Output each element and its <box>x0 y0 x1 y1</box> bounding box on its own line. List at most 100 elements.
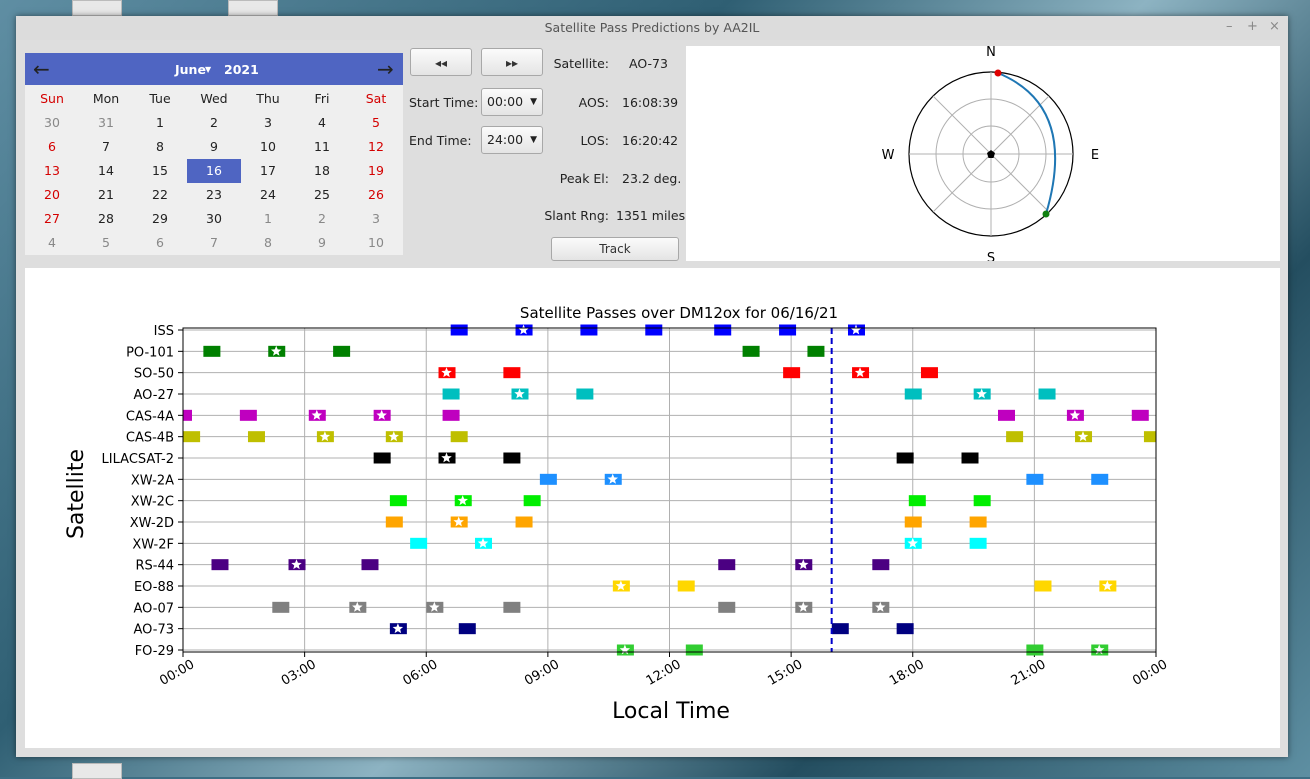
star-icon <box>376 409 387 420</box>
pass-bar <box>450 324 468 336</box>
calendar-day[interactable]: 9 <box>210 139 218 154</box>
calendar-day[interactable]: 26 <box>368 187 384 202</box>
y-tick-label: EO-88 <box>134 580 174 595</box>
calendar-day[interactable]: 6 <box>48 139 56 154</box>
start-time-select[interactable]: 00:00 ▼ <box>481 88 543 116</box>
next-month-icon[interactable]: → <box>377 57 394 81</box>
calendar-day[interactable]: 20 <box>44 187 60 202</box>
calendar-day[interactable]: 11 <box>314 139 330 154</box>
calendar-day[interactable]: 23 <box>206 187 222 202</box>
desktop-icon[interactable] <box>228 0 278 16</box>
calendar-day[interactable]: 15 <box>152 163 168 178</box>
los-label: LOS: <box>580 133 609 148</box>
calendar-day[interactable]: 16 <box>187 159 241 183</box>
forward-button[interactable]: ▸▸ <box>481 48 543 76</box>
star-icon <box>291 559 302 570</box>
los-value: 16:20:42 <box>622 133 679 148</box>
star-icon <box>798 559 809 570</box>
calendar-day[interactable]: 8 <box>264 235 272 250</box>
pass-bar <box>718 601 736 613</box>
calendar-day[interactable]: 4 <box>48 235 56 250</box>
star-icon <box>875 601 886 612</box>
desktop-icon[interactable] <box>72 0 122 16</box>
calendar-day[interactable]: 14 <box>98 163 114 178</box>
pass-bar <box>904 516 922 528</box>
pass-bar <box>211 559 229 571</box>
y-tick-label: AO-73 <box>134 623 175 638</box>
calendar-day[interactable]: 24 <box>260 187 276 202</box>
pass-bar <box>450 431 468 443</box>
weekday-header: Sun <box>40 91 64 106</box>
pass-bar <box>872 559 890 571</box>
minimize-icon[interactable]: – <box>1226 19 1233 34</box>
calendar-day[interactable]: 18 <box>314 163 330 178</box>
calendar-day[interactable]: 25 <box>314 187 330 202</box>
pass-bar <box>685 644 703 656</box>
weekday-header: Mon <box>92 91 120 106</box>
calendar-day[interactable]: 9 <box>318 235 326 250</box>
prev-month-icon[interactable]: ← <box>33 57 50 81</box>
star-icon <box>854 367 866 378</box>
calendar-day[interactable]: 22 <box>152 187 168 202</box>
weekday-header: Wed <box>200 91 228 106</box>
calendar-day[interactable]: 12 <box>368 139 384 154</box>
pass-bar <box>442 388 460 400</box>
calendar-day[interactable]: 1 <box>264 211 272 226</box>
calendar-day[interactable]: 17 <box>260 163 276 178</box>
calendar-day[interactable]: 10 <box>260 139 276 154</box>
slant-range-label: Slant Rng: <box>544 208 609 223</box>
weekday-header: Thu <box>256 91 280 106</box>
star-icon <box>453 516 464 527</box>
calendar-day[interactable]: 21 <box>98 187 114 202</box>
chevron-down-icon[interactable]: ▼ <box>205 65 212 74</box>
star-icon <box>850 324 862 335</box>
calendar-day[interactable]: 2 <box>210 115 218 130</box>
calendar-day[interactable]: 2 <box>318 211 326 226</box>
calendar-day[interactable]: 19 <box>368 163 384 178</box>
calendar-day[interactable]: 5 <box>102 235 110 250</box>
pass-bar <box>183 431 201 443</box>
track-button[interactable]: Track <box>551 237 679 261</box>
calendar-day[interactable]: 3 <box>264 115 272 130</box>
calendar-day[interactable]: 13 <box>44 163 60 178</box>
calendar: ← June ▼ 2021 → Sun Mon Tue Wed Thu Fri Sat 30 3… <box>25 53 403 255</box>
close-icon[interactable]: × <box>1269 19 1280 34</box>
start-time-value: 00:00 <box>487 94 524 109</box>
x-tick-label: 03:00 <box>279 657 319 689</box>
x-tick-label: 21:00 <box>1009 657 1049 689</box>
calendar-day[interactable]: 4 <box>318 115 326 130</box>
y-tick-label: PO-101 <box>126 345 174 360</box>
title-bar[interactable]: Satellite Pass Predictions by AA2IL – + … <box>16 16 1288 40</box>
star-icon <box>615 580 627 591</box>
calendar-day[interactable]: 27 <box>44 211 60 226</box>
calendar-day[interactable]: 1 <box>156 115 164 130</box>
star-icon <box>607 473 618 484</box>
calendar-day[interactable]: 7 <box>210 235 218 250</box>
calendar-day[interactable]: 30 <box>44 115 60 130</box>
pass-bar <box>718 559 736 571</box>
star-icon <box>619 644 631 655</box>
calendar-day[interactable]: 3 <box>372 211 380 226</box>
maximize-icon[interactable]: + <box>1247 19 1258 34</box>
calendar-day[interactable]: 29 <box>152 211 168 226</box>
calendar-day[interactable]: 28 <box>98 211 114 226</box>
rewind-button[interactable]: ◂◂ <box>410 48 472 76</box>
x-tick-label: 15:00 <box>765 657 805 689</box>
year-selector[interactable]: 2021 <box>224 62 259 77</box>
calendar-day[interactable]: 7 <box>102 139 110 154</box>
end-time-select[interactable]: 24:00 ▼ <box>481 126 543 154</box>
calendar-day[interactable]: 8 <box>156 139 164 154</box>
calendar-day[interactable]: 10 <box>368 235 384 250</box>
pass-bar <box>973 495 991 507</box>
polar-plot-panel: N E S W <box>686 45 1280 266</box>
y-axis-label: Satellite <box>64 449 89 539</box>
calendar-day[interactable]: 31 <box>98 115 114 130</box>
calendar-day[interactable]: 30 <box>206 211 222 226</box>
pass-bar <box>203 345 221 357</box>
calendar-day[interactable]: 5 <box>372 115 380 130</box>
month-selector[interactable]: June <box>175 62 206 77</box>
pass-bar <box>1034 580 1052 592</box>
end-time-label: End Time: <box>409 133 472 148</box>
y-tick-label: XW-2C <box>131 495 174 510</box>
calendar-day[interactable]: 6 <box>156 235 164 250</box>
